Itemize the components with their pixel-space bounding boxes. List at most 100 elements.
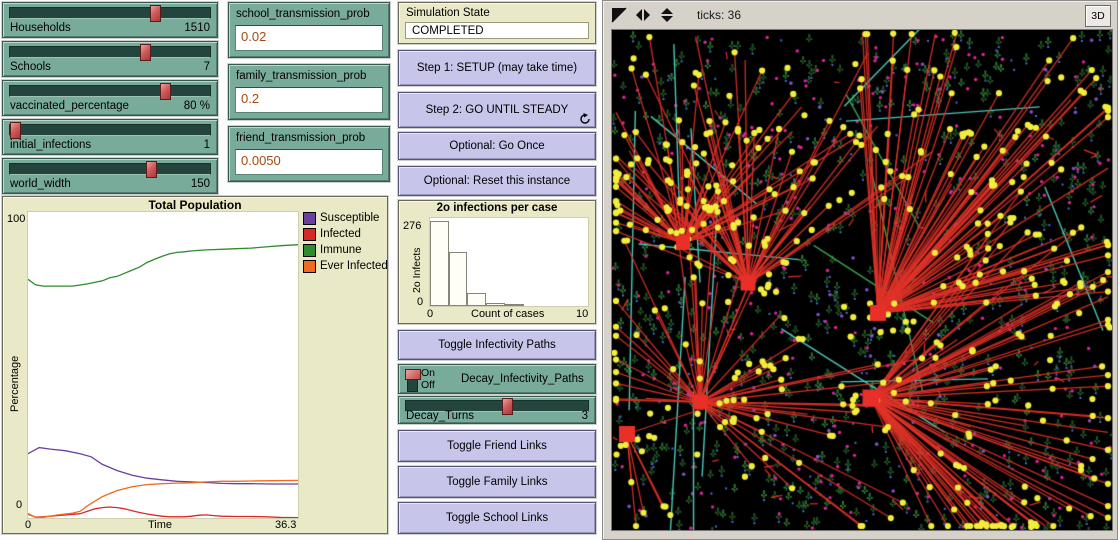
forever-icon [580,113,590,124]
slider-track[interactable] [9,5,211,22]
legend-swatch-immune [303,243,316,257]
slider-track[interactable] [9,44,211,61]
simulation-state-monitor: Simulation State COMPLETED [398,2,596,44]
x-axis-label: Time [148,519,173,531]
vertical-resize-icon[interactable] [659,7,675,23]
switch-track[interactable] [405,369,421,392]
input-label: school_transmission_prob [236,8,370,20]
x-axis-label: Count of cases [471,308,545,320]
toggle-friend-links-button[interactable]: Toggle Friend Links [398,430,596,462]
slider-label: vaccinated_percentage [10,100,129,112]
histogram-bar [467,293,487,306]
y-axis-tick-0: 0 [417,296,424,308]
plot-title: Total Population [148,198,242,212]
slider-value: 80 % [183,100,210,112]
monitor-label: Simulation State [406,7,490,19]
slider-handle[interactable] [502,398,514,415]
y-axis-tick-min: 0 [16,499,23,511]
slider-value: 7 [203,61,210,73]
x-axis-tick-min: 0 [427,308,434,320]
legend-item: Ever Infected [303,258,388,274]
go-until-steady-button[interactable]: Step 2: GO UNTIL STEADY [398,92,596,128]
world-view-frame: ticks: 36 3D [602,0,1118,540]
slider-households[interactable]: Households 1510 [2,2,218,38]
input-school-transmission-prob: school_transmission_prob 0.02 [228,2,390,58]
total-population-plot: Total Population 100 0 Percentage 0 Time… [2,196,388,534]
setup-button[interactable]: Step 1: SETUP (may take time) [398,50,596,86]
input-label: family_transmission_prob [236,70,367,82]
button-label: Toggle Infectivity Paths [438,339,556,351]
legend-swatch-ever-infected [303,259,316,273]
button-label: Toggle School Links [445,512,549,524]
resize-world-icon[interactable] [611,7,627,23]
decay-infectivity-paths-switch[interactable]: On Off Decay_Infectivity_Paths [398,364,596,394]
switch-knob[interactable] [405,369,421,380]
button-label: Step 2: GO UNTIL STEADY [425,104,569,116]
slider-handle[interactable] [146,161,157,178]
x-axis-tick-min: 0 [25,519,32,531]
3d-view-button[interactable]: 3D [1085,5,1111,27]
go-once-button[interactable]: Optional: Go Once [398,132,596,160]
legend-swatch-infected [303,227,316,241]
monitor-value: COMPLETED [405,22,589,39]
histogram-bar [504,304,524,306]
secondary-infections-histogram: 2o infections per case 276 0 2o Infects … [398,200,596,324]
histogram-canvas [429,217,589,307]
world-view-header: ticks: 36 3D [603,1,1117,29]
legend-item: Infected [303,226,388,242]
toggle-school-links-button[interactable]: Toggle School Links [398,502,596,534]
slider-handle[interactable] [150,5,161,22]
input-family-transmission-prob: family_transmission_prob 0.2 [228,64,390,120]
histogram-title: 2o infections per case [436,202,558,214]
slider-value: 1510 [184,22,210,34]
input-field[interactable]: 0.2 [235,87,383,113]
slider-value: 1 [203,139,210,151]
y-axis-label: Percentage [9,355,21,412]
slider-handle[interactable] [160,83,171,100]
ticks-counter: ticks: 36 [697,8,742,22]
button-label: Step 1: SETUP (may take time) [416,62,578,74]
legend-item: Immune [303,242,388,258]
slider-vaccinated-percentage[interactable]: vaccinated_percentage 80 % [2,80,218,116]
y-axis-tick-max: 100 [7,213,26,225]
slider-track[interactable] [9,161,211,178]
histogram-bar [448,251,468,306]
legend-swatch-susceptible [303,211,316,225]
slider-label: Decay_Turns [406,410,474,422]
slider-initial-infections[interactable]: initial_infections 1 [2,119,218,155]
slider-track[interactable] [9,122,211,139]
x-axis-tick-max: 10 [576,308,589,320]
toggle-family-links-button[interactable]: Toggle Family Links [398,466,596,498]
horizontal-resize-icon[interactable] [635,7,651,23]
world-canvas[interactable] [611,29,1113,531]
slider-label: world_width [10,178,71,190]
slider-label: Schools [10,61,51,73]
button-label: Optional: Go Once [449,140,545,152]
input-friend-transmission-prob: friend_transmission_prob 0.0050 [228,126,390,182]
slider-track[interactable] [9,83,211,100]
toggle-infectivity-paths-button[interactable]: Toggle Infectivity Paths [398,330,596,360]
switch-on-off-labels: On Off [421,367,436,391]
input-field[interactable]: 0.02 [235,25,383,51]
button-label: Toggle Friend Links [447,440,547,452]
legend-label: Infected [320,228,361,240]
slider-schools[interactable]: Schools 7 [2,41,218,77]
input-field[interactable]: 0.0050 [235,149,383,175]
legend-label: Immune [320,244,362,256]
legend-label: Susceptible [320,212,380,224]
legend-item: Susceptible [303,210,388,226]
slider-handle[interactable] [140,44,151,61]
button-label: Optional: Reset this instance [423,175,571,187]
slider-label: initial_infections [10,139,92,151]
x-axis-tick-max: 36.3 [275,519,297,531]
slider-world-width[interactable]: world_width 150 [2,158,218,194]
slider-decay-turns[interactable]: Decay_Turns 3 [398,396,596,424]
plot-legend: Susceptible Infected Immune Ever Infecte… [303,210,388,274]
switch-label: Decay_Infectivity_Paths [461,373,584,385]
histogram-bar [430,220,449,306]
input-label: friend_transmission_prob [236,132,366,144]
reset-instance-button[interactable]: Optional: Reset this instance [398,166,596,196]
slider-handle[interactable] [10,122,21,139]
slider-value: 150 [190,178,210,190]
slider-track[interactable] [405,398,589,415]
